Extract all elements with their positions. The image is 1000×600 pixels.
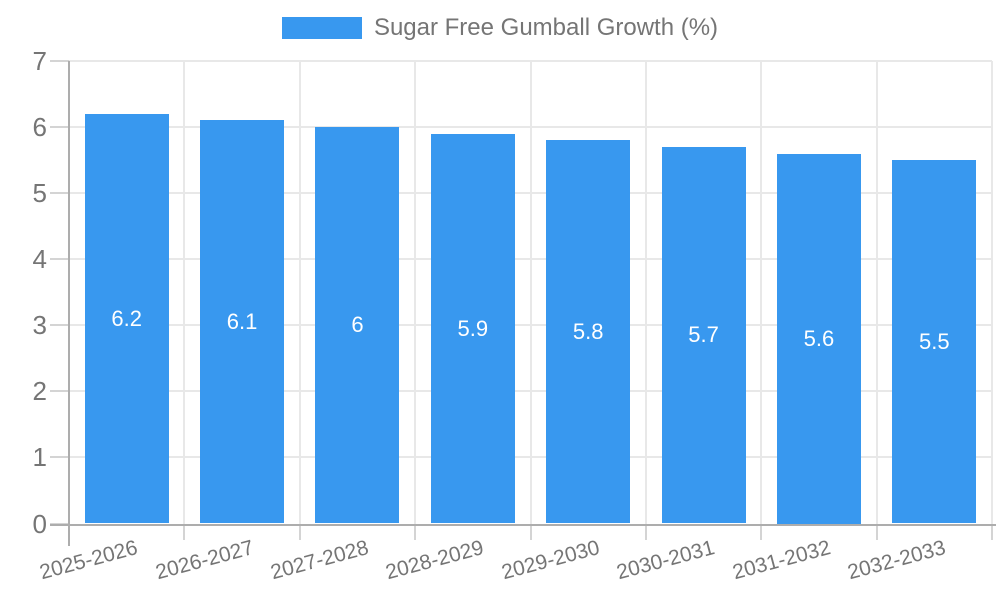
legend-item[interactable]: Sugar Free Gumball Growth (%) [281, 14, 719, 42]
x-gridline [875, 61, 878, 524]
x-axis-label: 2032-2033 [845, 536, 949, 585]
x-axis-tick [529, 523, 532, 540]
x-axis-tick [991, 523, 993, 540]
bar-value-label: 5.8 [572, 318, 604, 344]
x-axis-line [50, 523, 996, 526]
x-axis-label: 2030-2031 [614, 536, 718, 585]
bar-value-label: 6.2 [111, 305, 142, 331]
y-axis-label: 6 [32, 112, 47, 143]
legend-swatch-icon [281, 17, 362, 39]
bar-value-label: 5.6 [803, 325, 835, 351]
x-axis-tick [875, 523, 878, 540]
bar[interactable] [84, 113, 169, 524]
x-axis-tick [183, 523, 186, 540]
bar[interactable] [892, 160, 977, 524]
bar-value-label: 5.9 [457, 315, 489, 341]
y-axis-label: 4 [32, 244, 47, 275]
x-axis-tick [644, 523, 647, 540]
x-gridline [414, 61, 417, 524]
y-axis-tick [50, 258, 69, 261]
y-axis-tick [50, 390, 69, 393]
x-gridline [760, 61, 763, 524]
y-axis-tick [50, 324, 69, 327]
x-axis-tick [68, 523, 70, 546]
x-axis-tick [414, 523, 417, 540]
x-axis-label: 2026-2027 [152, 536, 256, 585]
y-axis-label: 3 [32, 310, 47, 341]
y-axis-tick [50, 456, 69, 459]
y-axis-label: 1 [32, 442, 47, 473]
bar[interactable] [430, 133, 515, 524]
y-axis-tick [50, 126, 69, 129]
x-gridline [183, 61, 186, 524]
bar[interactable] [776, 153, 861, 524]
bar[interactable] [315, 127, 400, 524]
x-axis-label: 2029-2030 [498, 536, 602, 585]
x-axis-label: 2027-2028 [268, 536, 372, 585]
y-axis-line [67, 61, 70, 526]
bar[interactable] [546, 140, 631, 524]
x-axis-label: 2025-2026 [37, 536, 141, 585]
bar[interactable] [200, 120, 285, 524]
x-axis-label: 2028-2029 [383, 536, 487, 585]
bar-value-label: 6 [351, 312, 364, 338]
y-axis-tick [50, 192, 69, 195]
legend: Sugar Free Gumball Growth (%) [0, 14, 1000, 42]
bar-value-label: 6.1 [226, 308, 258, 334]
bar[interactable] [661, 146, 746, 524]
x-axis-tick [298, 523, 301, 540]
x-gridline [644, 61, 647, 524]
y-axis-label: 0 [32, 508, 47, 539]
x-axis-label: 2031-2032 [729, 536, 833, 585]
bar-value-label: 5.7 [688, 322, 719, 348]
y-axis-label: 5 [32, 178, 47, 209]
legend-label: Sugar Free Gumball Growth (%) [373, 14, 719, 41]
x-gridline [298, 61, 301, 524]
y-axis-label: 2 [32, 376, 47, 407]
x-axis-tick [760, 523, 763, 540]
y-axis-tick [50, 60, 69, 62]
y-axis-label: 7 [32, 46, 47, 76]
x-gridline [991, 61, 993, 524]
bar-value-label: 5.5 [919, 328, 950, 354]
x-gridline [529, 61, 532, 524]
